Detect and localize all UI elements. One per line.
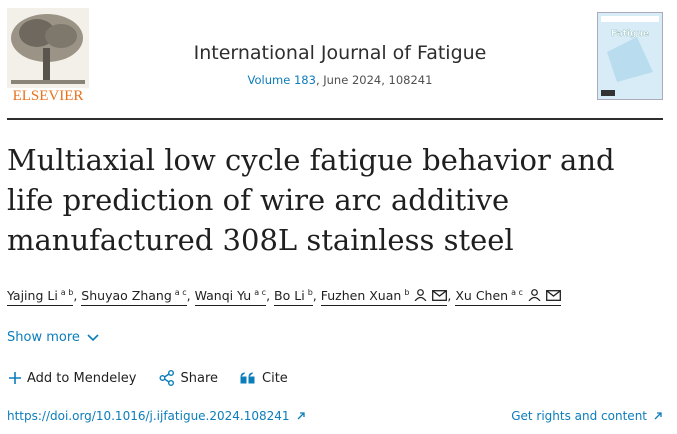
mendeley-label: Add to Mendeley [27, 370, 137, 386]
article-title: Multiaxial low cycle fatigue behavior an… [7, 143, 615, 257]
separator: , [447, 288, 452, 304]
elsevier-logo[interactable]: ELSEVIER [7, 8, 89, 104]
publisher: ELSEVIER [13, 88, 84, 104]
rights-text: Get rights and content [511, 409, 647, 423]
author-name: Wanqi Yu [194, 288, 252, 304]
journal-title[interactable]: International Journal of Fatigue [193, 42, 487, 64]
affiliation: a c [174, 288, 187, 297]
author-name: Shuyao Zhang [81, 288, 172, 304]
rights-link[interactable]: Get rights and content [511, 409, 663, 423]
share-icon [159, 370, 174, 386]
action-bar: Add to Mendeley Share Cite [9, 370, 288, 386]
affiliation: b [404, 288, 410, 297]
doi-text: https://doi.org/10.1016/j.ijfatigue.2024… [7, 409, 290, 423]
show-more[interactable]: Show more [7, 330, 100, 345]
cite-label: Cite [262, 370, 288, 386]
author-name: Xu Chen [455, 288, 509, 304]
volume-link[interactable]: Volume 183 [247, 73, 316, 87]
author-list: Yajing Li a b, Shuyao Zhang a c, Wanqi Yu a… [7, 288, 672, 307]
author[interactable]: Wanqi Yu a c [194, 288, 267, 307]
header-rule [7, 118, 663, 120]
plus-icon [9, 372, 21, 384]
author[interactable]: Xu Chen a c [455, 288, 561, 307]
mail-icon [432, 290, 448, 302]
author[interactable]: Yajing Li a b [7, 288, 74, 307]
volume-info: Volume 183, June 2024, 108241 [150, 73, 530, 87]
journal-cover[interactable]: Fatigue [597, 12, 663, 100]
separator: , [73, 288, 78, 304]
doi-link[interactable]: https://doi.org/10.1016/j.ijfatigue.2024… [7, 409, 306, 423]
author[interactable]: Shuyao Zhang a c [81, 288, 187, 307]
issue-info: , June 2024, 108241 [315, 73, 433, 87]
share-button[interactable]: Share [159, 370, 219, 386]
cover-title: Fatigue [611, 29, 649, 39]
separator: , [186, 288, 191, 304]
author-name: Fuzhen Xuan [320, 288, 402, 304]
affiliation: a b [60, 288, 74, 297]
author-name: Bo Li [274, 288, 305, 304]
external-icon [297, 412, 305, 420]
affiliation: a c [511, 288, 523, 297]
person-icon [414, 289, 427, 302]
author[interactable]: Bo Li b [274, 288, 313, 307]
external-icon [654, 412, 662, 420]
author[interactable]: Fuzhen Xuan b [320, 288, 448, 307]
separator: , [312, 288, 317, 304]
separator: , [266, 288, 271, 304]
chevron-icon [87, 333, 99, 341]
show-more-label: Show more [7, 330, 80, 345]
person-icon [528, 289, 541, 302]
mail-icon [545, 290, 561, 302]
cite-button[interactable]: Cite [240, 371, 288, 386]
affiliation: b [307, 288, 313, 297]
author-name: Yajing Li [7, 288, 58, 304]
quote-icon [240, 372, 255, 384]
mendeley-button[interactable]: Add to Mendeley [9, 371, 137, 386]
affiliation: a c [254, 288, 267, 297]
share-label: Share [180, 370, 219, 386]
